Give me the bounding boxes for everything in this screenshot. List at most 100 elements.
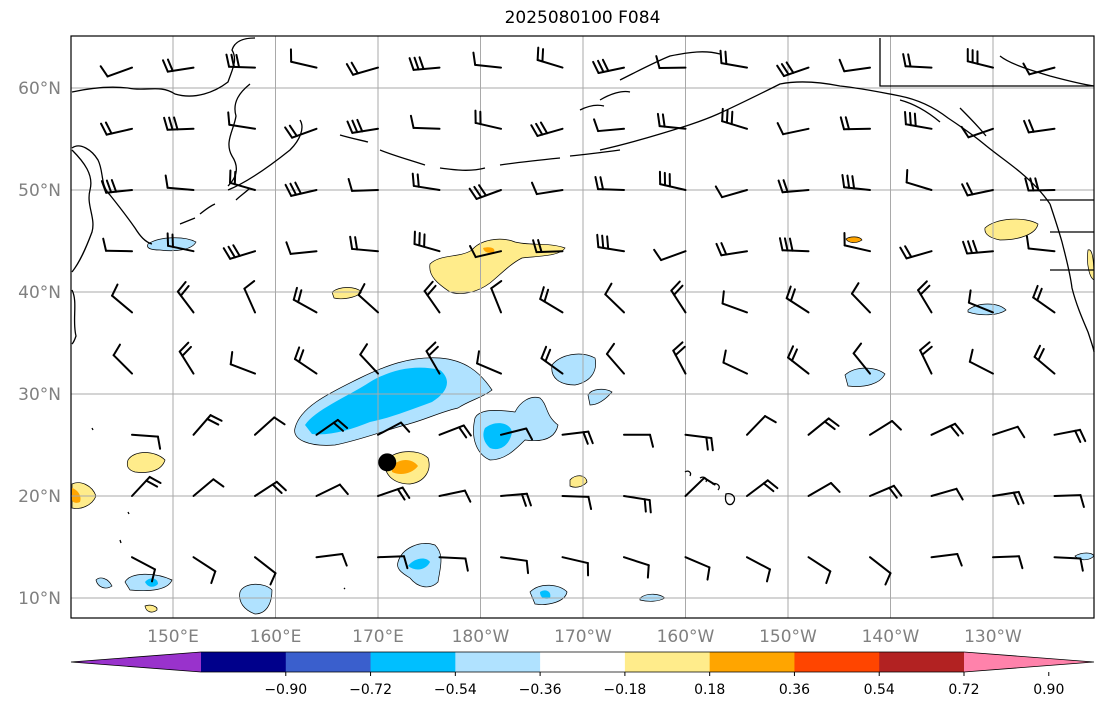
wind-barb — [992, 425, 1026, 439]
wind-barb — [623, 556, 650, 579]
wind-barb — [536, 46, 564, 69]
colorbar-outline — [70, 651, 1095, 673]
wind-barb — [721, 290, 748, 314]
wind-barb — [715, 242, 748, 257]
wind-barb — [561, 430, 594, 445]
wind-barb — [653, 248, 687, 262]
wind-barb — [684, 556, 711, 581]
wind-barb — [99, 65, 133, 78]
wind-barb — [438, 556, 469, 572]
lat-label: 10°N — [18, 589, 61, 609]
colorbar-extend-min — [71, 652, 201, 672]
wind-barb — [100, 179, 133, 194]
wind-barb — [413, 230, 441, 253]
wind-barb — [778, 237, 810, 253]
colorbar-segment — [370, 652, 456, 672]
wind-barb — [438, 489, 472, 503]
wind-barb — [176, 281, 195, 314]
lat-label: 20°N — [18, 487, 61, 507]
neg-region-8-inner — [408, 558, 430, 570]
wind-barb — [377, 555, 409, 570]
wind-barb — [500, 556, 530, 575]
pos-region-9 — [845, 236, 863, 243]
wind-barb — [345, 61, 379, 76]
colorbar-segment — [285, 652, 372, 672]
wind-barb — [178, 341, 195, 375]
colorbar-tick-label: −0.90 — [264, 682, 307, 698]
wind-barb — [561, 556, 590, 577]
lon-label: 150°W — [759, 627, 817, 647]
anomaly-shading — [71, 218, 1095, 615]
wind-barb — [962, 239, 994, 255]
wind-barb — [1022, 62, 1056, 76]
wind-barb — [1033, 344, 1056, 375]
longitude-labels: 150°E 160°E 170°E 180°W 170°W 160°W 150°W 140°W… — [147, 627, 1022, 647]
neg-region-5 — [844, 367, 886, 387]
wind-barb — [919, 341, 933, 375]
colorbar-tick-label: 0.72 — [948, 682, 979, 698]
colorbar-tick-label: −0.36 — [519, 682, 562, 698]
wind-barb — [131, 556, 156, 583]
wind-barb — [254, 556, 277, 586]
wind-barb — [284, 181, 318, 197]
wind-barb — [293, 346, 318, 375]
colorbar-segment — [794, 652, 880, 672]
wind-barb — [100, 121, 133, 136]
pos-region-8 — [144, 604, 158, 613]
wind-barbs — [99, 46, 1087, 586]
wind-barb — [469, 245, 502, 259]
neg-region-13 — [95, 577, 113, 589]
wind-barb — [1032, 284, 1056, 314]
wind-barb — [1053, 428, 1087, 444]
wind-barb — [839, 116, 871, 131]
wind-barb — [670, 280, 687, 314]
wind-barb — [166, 232, 195, 253]
wind-barb — [411, 172, 441, 191]
wind-barb — [532, 239, 564, 254]
wind-barb — [776, 122, 810, 136]
lon-label: 160°W — [657, 627, 715, 647]
wind-barb — [592, 58, 625, 75]
wind-barb — [530, 121, 564, 137]
colorbar-segment — [540, 652, 626, 672]
colorbar-tick-label: 0.18 — [694, 682, 725, 698]
wind-barb — [315, 553, 348, 567]
wind-barb — [656, 112, 687, 130]
pos-region-2-inner — [392, 460, 418, 474]
wind-barb — [229, 169, 256, 191]
colorbar-segment — [879, 652, 965, 672]
wind-barb — [623, 495, 652, 514]
colorbar — [70, 651, 1095, 673]
wind-barb — [785, 285, 810, 314]
neg-region-10 — [239, 583, 273, 615]
colorbar-tick-label: 0.54 — [864, 682, 895, 698]
wind-barb — [1053, 494, 1085, 508]
colorbar-tick-label: −0.54 — [434, 682, 477, 698]
wind-barb — [596, 233, 625, 253]
pos-region-10 — [1087, 249, 1095, 281]
wind-barb — [539, 286, 564, 314]
wind-barb — [594, 175, 625, 191]
wind-barb — [719, 49, 748, 69]
wind-barb — [292, 286, 318, 314]
wind-barb — [425, 341, 441, 375]
map-frame — [70, 35, 1095, 619]
colorbar-segment — [709, 652, 795, 672]
wind-barb — [623, 433, 654, 448]
neg-region-main-inner — [305, 367, 447, 435]
neg-region-11-inner — [540, 590, 551, 599]
lon-label: 180°W — [452, 627, 510, 647]
wind-barb — [746, 415, 777, 436]
lon-label: 130°W — [964, 627, 1022, 647]
wind-barb — [968, 348, 994, 375]
wind-barb — [284, 124, 318, 139]
wind-barb — [222, 244, 256, 260]
neg-region-9-inner — [145, 578, 158, 587]
wind-barb — [776, 61, 810, 78]
colorbar-tick-label: −0.72 — [349, 682, 392, 698]
wind-barb — [684, 476, 716, 497]
wind-barb — [227, 111, 256, 130]
wind-barb — [243, 280, 256, 314]
wind-barb — [930, 422, 964, 437]
pos-region-6 — [984, 218, 1039, 241]
